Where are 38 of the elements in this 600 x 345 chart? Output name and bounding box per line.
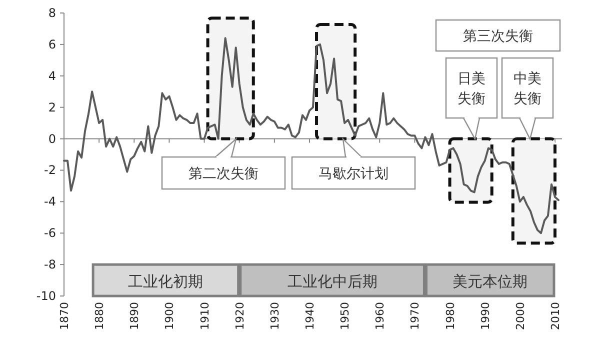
annotation: 马歇尔计划 [291,137,416,190]
x-tick-label: 2000 [514,302,527,330]
x-tick-label: 1890 [128,302,142,330]
annotation: 日美失衡 [445,57,498,141]
annotation: 中美失衡 [514,71,542,107]
x-tick-label: 1950 [338,302,352,330]
x-tick-label: 1980 [444,302,457,330]
x-tick-label: 1970 [408,302,422,330]
annotation: 第二次失衡 [188,166,258,182]
annotation: 第三次失衡 [435,19,561,52]
y-tick-label: -10 [36,289,56,303]
x-tick-label: 1900 [163,302,176,330]
annotation: 马歇尔计划 [318,166,388,182]
y-tick-label: -6 [44,226,56,240]
annotation: 第三次失衡 [463,28,533,44]
y-tick-label: 2 [48,100,56,114]
y-tick-label: 0 [48,132,56,146]
y-tick-label: 8 [48,6,56,20]
x-tick-label: 1910 [198,302,212,330]
annotation: 中美失衡 [501,57,554,141]
x-tick-label: 1930 [268,302,282,330]
y-tick-label: 4 [48,68,56,83]
x-tick-label: 1940 [303,302,316,330]
y-tick-label: -2 [44,163,56,178]
band-label: 工业化中后期 [287,272,378,290]
band-label: 工业化初期 [128,272,204,290]
y-tick-label: -8 [44,258,56,272]
x-tick-label: 1870 [58,302,71,330]
y-tick-label: 6 [48,37,56,52]
x-tick-label: 1960 [374,302,387,330]
annotation: 第二次失衡 [161,137,286,190]
annotation: 日美失衡 [458,71,486,107]
x-tick-label: 1990 [478,302,492,330]
band-label: 美元本位期 [452,272,528,290]
x-tick-label: 1920 [233,302,246,330]
y-tick-label: -4 [44,194,56,209]
x-tick-label: 2010 [548,302,562,330]
x-tick-label: 1880 [93,302,106,330]
